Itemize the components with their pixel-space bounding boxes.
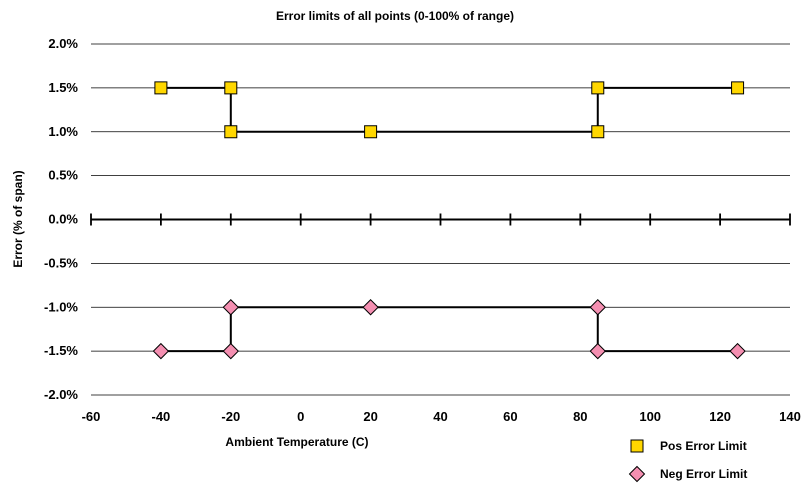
x-tick-label: 140	[779, 409, 801, 424]
pos-error-limit-point	[154, 81, 168, 95]
neg-error-limit-point	[152, 342, 170, 360]
x-tick-label: 40	[433, 409, 447, 424]
neg-error-limit-point	[589, 342, 606, 360]
legend-neg-error-limit-marker	[628, 465, 646, 483]
x-tick-label: -20	[221, 409, 240, 424]
pos-error-limit-point	[591, 125, 605, 139]
neg-error-limit-point	[589, 299, 606, 316]
x-tick-label: 120	[709, 409, 731, 424]
y-tick-label: -2.0%	[44, 387, 78, 402]
x-tick-label: 20	[363, 409, 377, 424]
neg-error-limit-point	[222, 299, 240, 316]
y-tick-label: -1.5%	[44, 343, 78, 358]
neg-error-limit-line	[160, 306, 738, 353]
x-axis-ticks: -60 -40 -20 0 20 40 60 80 100 120 140	[82, 409, 801, 424]
y-tick-label: 2.0%	[48, 36, 78, 51]
legend-pos-error-limit-marker	[630, 439, 644, 453]
y-axis-ticks: 2.0% 1.5% 1.0% 0.5% 0.0% -0.5% -1.0% -1.5% -2.0%	[44, 36, 78, 402]
y-tick-label: 0.5%	[48, 168, 78, 183]
y-tick-label: 0.0%	[48, 212, 78, 227]
neg-error-limit-point	[222, 342, 240, 360]
pos-error-limit-line	[160, 86, 738, 133]
y-tick-label: 1.0%	[48, 124, 78, 139]
x-tick-label: 80	[573, 409, 587, 424]
series-points	[152, 81, 746, 360]
y-tick-label: -1.0%	[44, 299, 78, 314]
y-axis-label: Error (% of span)	[11, 170, 25, 267]
x-tick-label: -60	[82, 409, 101, 424]
x-axis-label: Ambient Temperature (C)	[225, 435, 368, 449]
x-tick-label: -40	[152, 409, 171, 424]
y-tick-label: -0.5%	[44, 255, 78, 270]
neg-error-limit-point	[729, 342, 746, 360]
x-tick-label: 100	[639, 409, 661, 424]
y-tick-label: 1.5%	[48, 80, 78, 95]
chart-title: Error limits of all points (0-100% of ra…	[276, 9, 514, 23]
legend-neg-error-limit-label: Neg Error Limit	[660, 467, 747, 481]
pos-error-limit-point	[591, 81, 605, 95]
pos-error-limit-point	[224, 125, 238, 139]
legend-pos-error-limit-label: Pos Error Limit	[660, 439, 747, 453]
zero-axis	[90, 213, 791, 226]
pos-error-limit-point	[224, 81, 238, 95]
x-tick-label: 0	[297, 409, 304, 424]
pos-error-limit-point	[731, 81, 745, 95]
legend: Pos Error Limit Neg Error Limit	[628, 439, 747, 483]
pos-error-limit-point	[364, 125, 378, 139]
x-tick-label: 60	[503, 409, 517, 424]
neg-error-limit-point	[362, 299, 379, 316]
